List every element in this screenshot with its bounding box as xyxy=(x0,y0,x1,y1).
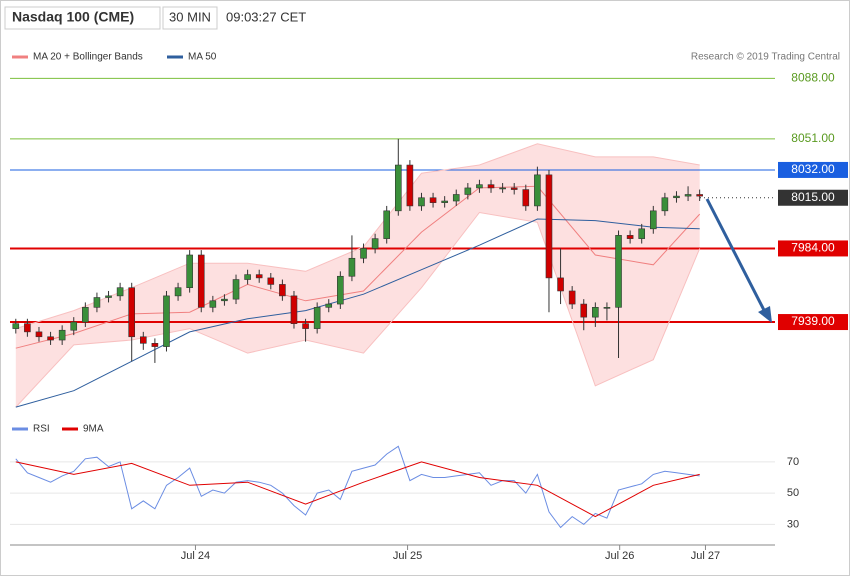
x-tick-label: Jul 27 xyxy=(691,550,720,562)
candle-body xyxy=(244,274,251,280)
legend-label: MA 50 xyxy=(188,52,217,63)
candle-body xyxy=(105,295,112,298)
candle-body xyxy=(603,307,611,309)
candle-body xyxy=(638,228,646,239)
candle-body xyxy=(592,307,599,318)
candle-body xyxy=(568,290,576,305)
title-box xyxy=(4,6,161,30)
candle-body xyxy=(499,187,506,190)
trend-arrow xyxy=(705,198,772,323)
x-tick-label: Jul 24 xyxy=(181,550,210,562)
candle-body xyxy=(116,287,124,297)
candle-body xyxy=(383,210,391,239)
y-tick-label: 50 xyxy=(787,487,799,499)
candle-body xyxy=(221,298,228,302)
y-tick-label: 70 xyxy=(787,456,799,468)
interval-box xyxy=(162,6,218,30)
legend-label: MA 20 + Bollinger Bands xyxy=(33,52,143,63)
candle-body xyxy=(139,336,147,344)
candle-body xyxy=(255,274,263,279)
candle-body xyxy=(337,275,344,305)
candle-body xyxy=(35,331,43,338)
candle-body xyxy=(325,303,333,308)
candle-body xyxy=(418,197,425,207)
candle-body xyxy=(58,329,66,341)
x-tick-label: Jul 26 xyxy=(605,550,634,562)
candle-body xyxy=(684,194,692,197)
candle-body xyxy=(696,194,703,197)
y-tick-label: 7984.00 xyxy=(791,241,835,255)
candle-body xyxy=(510,187,518,190)
y-tick-label: 8015.00 xyxy=(791,190,835,204)
level-label-box xyxy=(778,189,848,206)
candle-body xyxy=(487,184,495,189)
candle-body xyxy=(128,287,136,338)
candle-body xyxy=(70,321,78,331)
candle-body xyxy=(580,303,588,318)
candle-body xyxy=(360,248,367,259)
candle-body xyxy=(209,300,217,308)
candle-body xyxy=(394,164,402,212)
candle-body xyxy=(371,238,379,249)
level-label-box xyxy=(778,161,848,178)
candle-body xyxy=(452,194,460,202)
legend-label: 9MA xyxy=(83,424,104,435)
candle-body xyxy=(429,197,437,203)
candle-body xyxy=(441,200,448,203)
candle-body xyxy=(12,323,20,329)
candle-body xyxy=(267,277,275,285)
ma-line xyxy=(15,218,700,408)
y-tick-label: 7939.00 xyxy=(791,314,835,328)
candle-body xyxy=(174,287,182,297)
indicator-line xyxy=(15,445,700,529)
candle-body xyxy=(93,297,101,308)
y-tick-label: 8032.00 xyxy=(791,162,835,176)
candle-body xyxy=(661,197,669,212)
candle-body xyxy=(302,323,309,329)
candle-body xyxy=(197,254,205,308)
candle-body xyxy=(163,295,170,347)
candle-body xyxy=(82,307,89,323)
y-tick-label: 8051.00 xyxy=(791,131,835,145)
x-tick-label: Jul 25 xyxy=(393,550,422,562)
candle-body xyxy=(522,189,530,207)
candle-body xyxy=(649,210,657,230)
bollinger-band xyxy=(15,143,700,408)
candle-body xyxy=(186,254,193,289)
arrow-shaft xyxy=(705,198,768,315)
candle-body xyxy=(626,235,634,239)
candle-body xyxy=(348,257,356,277)
candle-body xyxy=(313,307,321,329)
time: 09:03:27 CET xyxy=(226,9,306,24)
candle-body xyxy=(406,164,414,207)
candle-body xyxy=(615,235,622,308)
candle-body xyxy=(279,284,286,297)
indicator-line xyxy=(15,461,700,518)
legend-label: RSI xyxy=(33,424,50,435)
candle-body xyxy=(24,323,31,333)
y-tick-label: 8088.00 xyxy=(791,71,835,85)
candle-body xyxy=(232,279,240,300)
arrow-head xyxy=(758,306,772,323)
title: Nasdaq 100 (CME) xyxy=(12,9,134,25)
level-label-box xyxy=(778,240,848,257)
candle-body xyxy=(290,295,298,324)
candle-body xyxy=(151,343,159,347)
candle-body xyxy=(557,277,564,292)
interval: 30 MIN xyxy=(169,9,211,24)
candle-body xyxy=(47,336,54,341)
candle-body xyxy=(464,187,472,195)
level-label-box xyxy=(778,314,848,331)
candle-body xyxy=(476,184,483,189)
candle-body xyxy=(673,195,680,199)
candle-body xyxy=(545,174,553,279)
source: Research © 2019 Trading Central xyxy=(691,52,840,63)
candle-body xyxy=(534,174,541,207)
y-tick-label: 30 xyxy=(787,518,799,530)
